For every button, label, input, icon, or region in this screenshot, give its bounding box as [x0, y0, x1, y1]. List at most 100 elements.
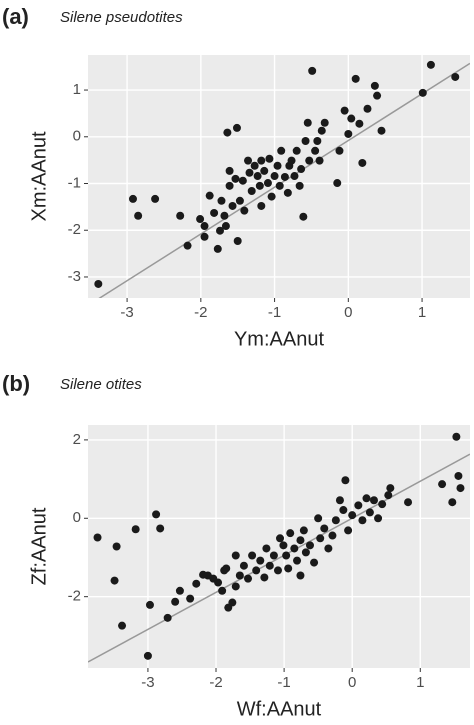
y-tick-label: 2: [73, 431, 81, 448]
point: [235, 571, 244, 580]
point: [339, 506, 348, 515]
point: [250, 161, 259, 170]
point: [286, 529, 295, 538]
point: [214, 578, 223, 587]
point: [355, 119, 364, 128]
fit-line: [88, 453, 470, 663]
point: [263, 179, 272, 188]
panel-title: Silene otites: [60, 376, 142, 393]
x-tick-label: -2: [194, 304, 207, 321]
point: [333, 179, 342, 188]
point: [373, 91, 382, 100]
point: [216, 226, 225, 235]
point: [221, 222, 230, 231]
point: [290, 544, 299, 553]
point: [265, 561, 274, 570]
point: [118, 621, 127, 630]
point: [377, 126, 386, 135]
point: [347, 114, 356, 123]
x-tick-label: -3: [141, 674, 154, 691]
point: [186, 594, 195, 603]
point: [418, 88, 427, 97]
point: [328, 531, 337, 540]
point: [311, 146, 320, 155]
point: [239, 561, 248, 570]
x-tick-label: 0: [344, 304, 352, 321]
x-tick-label: -1: [277, 674, 290, 691]
point: [175, 586, 184, 595]
x-axis-label: Ym:AAnut: [234, 328, 324, 350]
point: [269, 551, 278, 560]
y-tick-label: -1: [68, 174, 81, 191]
point: [301, 136, 310, 145]
point: [260, 166, 269, 175]
point: [244, 156, 253, 165]
y-tick-label: 0: [73, 128, 81, 145]
point: [235, 196, 244, 205]
point: [426, 60, 435, 69]
point: [293, 556, 302, 565]
x-tick-label: 1: [416, 674, 424, 691]
point: [238, 176, 247, 185]
point: [451, 72, 460, 81]
point: [335, 496, 344, 505]
point: [262, 544, 271, 553]
point: [456, 484, 465, 493]
y-axis-label: Zf:AAnut: [28, 507, 50, 585]
point: [213, 244, 222, 253]
point: [313, 136, 322, 145]
point: [228, 598, 237, 607]
point: [277, 146, 286, 155]
x-tick-label: -3: [120, 304, 133, 321]
x-tick-label: -2: [209, 674, 222, 691]
point: [176, 211, 185, 220]
point: [183, 241, 192, 250]
point: [218, 586, 227, 595]
point: [257, 201, 266, 210]
point: [305, 541, 314, 550]
panel-label: (a): [2, 4, 29, 29]
point: [374, 514, 383, 523]
x-tick-label: 0: [348, 674, 356, 691]
point: [282, 551, 291, 560]
point: [145, 600, 154, 609]
point: [248, 551, 257, 560]
point: [363, 104, 372, 113]
point: [404, 498, 413, 507]
point: [260, 573, 269, 582]
point: [273, 161, 282, 170]
x-tick-label: -1: [268, 304, 281, 321]
point: [200, 232, 209, 241]
point: [299, 526, 308, 535]
point: [320, 524, 329, 533]
point: [255, 181, 264, 190]
point: [110, 576, 119, 585]
point: [324, 544, 333, 553]
point: [315, 156, 324, 165]
point: [200, 222, 209, 231]
panel-label: (b): [2, 371, 30, 396]
point: [244, 574, 253, 583]
point: [297, 165, 306, 174]
point: [257, 156, 266, 165]
point: [220, 211, 229, 220]
panel-title: Silene pseudotites: [60, 9, 183, 26]
point: [171, 597, 180, 606]
point: [308, 66, 317, 75]
y-tick-label: -2: [68, 221, 81, 238]
point: [233, 236, 242, 245]
point: [365, 508, 374, 517]
point: [231, 582, 240, 591]
point: [112, 542, 121, 551]
point: [452, 432, 461, 441]
point: [358, 158, 367, 167]
point: [279, 541, 288, 550]
point: [156, 524, 165, 533]
point: [265, 154, 274, 163]
point: [299, 212, 308, 221]
y-tick-label: -2: [68, 588, 81, 605]
point: [275, 181, 284, 190]
point: [151, 194, 160, 203]
